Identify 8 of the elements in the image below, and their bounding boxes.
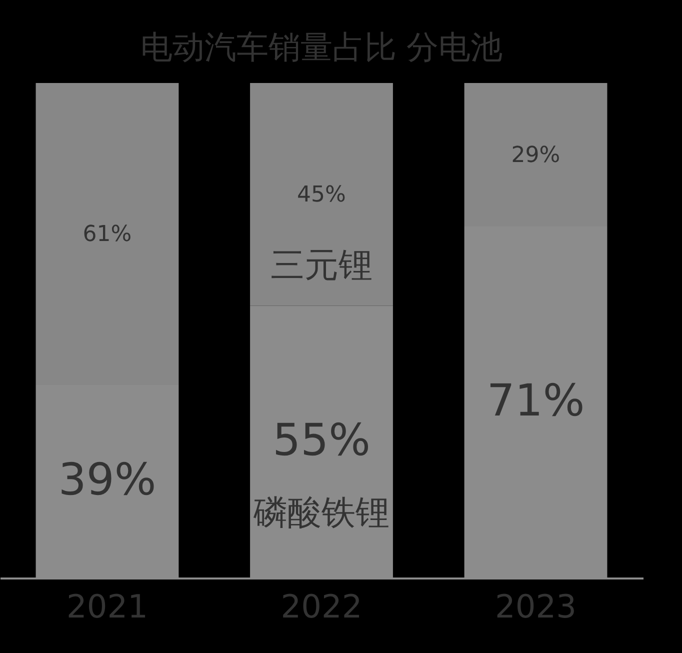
- series-label: 磷酸铁锂: [252, 492, 390, 533]
- data-label: 55%: [272, 414, 370, 466]
- data-label: 45%: [297, 182, 346, 208]
- data-label: 71%: [486, 375, 585, 426]
- data-label: 39%: [58, 454, 156, 506]
- series-label: 三元锂: [270, 245, 372, 286]
- data-label: 29%: [511, 142, 560, 168]
- data-label: 61%: [82, 222, 132, 247]
